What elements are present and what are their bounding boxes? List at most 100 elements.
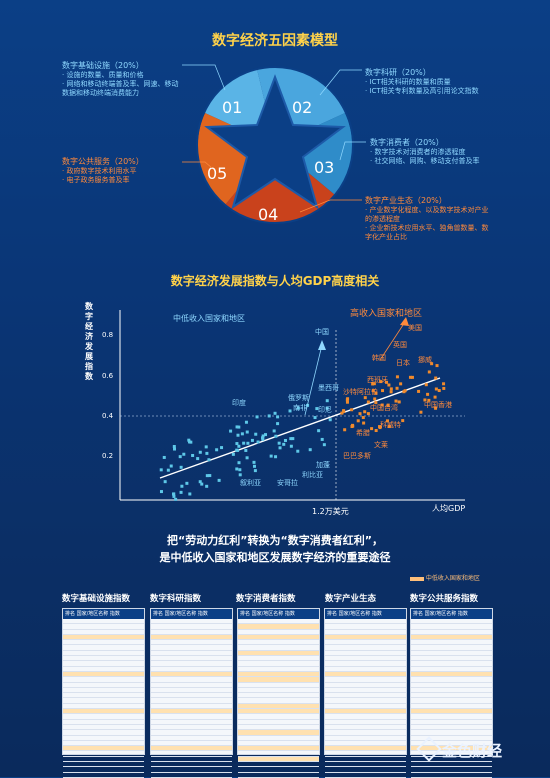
arrow-middle — [304, 344, 323, 416]
table-row — [63, 619, 144, 625]
table-row — [325, 645, 406, 651]
point-high-income — [379, 380, 383, 384]
table-row — [411, 671, 492, 678]
point-high-income — [399, 382, 403, 386]
table-row — [63, 757, 144, 763]
point-middle-income — [254, 432, 258, 436]
point-middle-income — [235, 467, 239, 471]
point-high-income — [371, 389, 375, 393]
country-korea: 韩国 — [372, 354, 386, 362]
connector-lines — [182, 64, 366, 213]
point-middle-income — [313, 416, 317, 420]
point-high-income — [374, 401, 378, 405]
table-row — [151, 714, 232, 720]
table-row — [63, 746, 144, 752]
factor-05: 数字公共服务（20%） · 政府数字技术利用水平 · 电子政务服务普及率 — [62, 156, 182, 185]
table-row — [151, 656, 232, 662]
table-row — [325, 671, 406, 678]
point-high-income — [437, 389, 441, 393]
table-row — [238, 741, 319, 747]
segment-04 — [225, 145, 335, 224]
table-row — [411, 698, 492, 704]
country-china: 中国 — [315, 328, 329, 336]
table-row — [151, 709, 232, 715]
five-factor-wheel — [196, 66, 354, 224]
point-middle-income — [250, 438, 254, 442]
point-high-income — [419, 410, 423, 414]
table-row — [238, 756, 319, 763]
point-high-income — [389, 387, 393, 391]
point-high-income — [346, 397, 350, 401]
factor-05-bullet-1: · 政府数字技术利用水平 — [62, 167, 137, 175]
table-legend: 中低收入国家和地区 — [410, 573, 480, 582]
y-axis-label: 数字经济发展指数 — [85, 302, 93, 381]
factor-01: 数字基础设施（20%） · 设施的数量、质量和价格 · 网络和移动终端普及率、网… — [62, 60, 182, 98]
table-row — [151, 640, 232, 646]
table-row — [325, 667, 406, 672]
table-row — [151, 704, 232, 710]
point-middle-income — [255, 415, 259, 419]
table-row — [411, 651, 492, 657]
point-high-income — [372, 382, 376, 386]
table-row — [238, 767, 319, 773]
country-kuwait: 科威特 — [380, 421, 401, 429]
point-high-income — [387, 383, 391, 387]
table-row — [411, 645, 492, 651]
factor-03-bullet-1: · 数字技术对消费者的渗透程度 — [370, 148, 466, 156]
table-row — [325, 619, 406, 625]
table-panel-2: 排名 国家/地区名称 指数 — [150, 608, 233, 778]
country-saudi: 沙特阿拉伯 — [343, 388, 378, 396]
point-middle-income — [235, 442, 239, 446]
point-high-income — [389, 390, 393, 394]
table-row — [325, 725, 406, 731]
point-middle-income — [182, 452, 186, 456]
segment-num-03: 03 — [314, 158, 335, 177]
segment-num-02: 02 — [292, 98, 313, 117]
point-high-income — [426, 392, 430, 396]
point-middle-income — [172, 492, 176, 496]
point-middle-income — [264, 433, 268, 437]
table-row — [238, 709, 319, 715]
table-row — [325, 767, 406, 773]
watermark-logo-icon — [416, 736, 442, 762]
table-row — [325, 730, 406, 736]
table-row — [151, 677, 232, 683]
table-row — [63, 736, 144, 741]
country-uk: 英国 — [393, 341, 407, 349]
scatter-title: 数字经济发展指数与人均GDP高度相关 — [170, 274, 380, 288]
point-high-income — [417, 389, 421, 393]
point-middle-income — [289, 444, 293, 448]
point-middle-income — [261, 434, 265, 438]
table-row — [411, 704, 492, 710]
table-row — [325, 757, 406, 763]
point-middle-income — [261, 437, 265, 441]
factor-05-bullet-2: · 电子政务服务普及率 — [62, 176, 130, 184]
point-middle-income — [291, 437, 295, 441]
point-high-income — [358, 412, 362, 416]
table-row — [63, 698, 144, 704]
point-middle-income — [252, 460, 256, 464]
point-middle-income — [322, 443, 326, 447]
table-panel-5: 排名 国家/地区名称 指数 — [410, 608, 493, 778]
table-row — [63, 671, 144, 678]
table-row — [325, 683, 406, 688]
point-middle-income — [187, 438, 191, 442]
table-row — [151, 688, 232, 694]
table-row — [411, 619, 492, 625]
table-row — [325, 677, 406, 683]
point-middle-income — [231, 452, 235, 456]
factor-04-bullet-1: · 产业数字化程度、以及数字技术对产业的渗透程度 — [365, 206, 489, 223]
point-middle-income — [325, 399, 329, 403]
point-middle-income — [185, 481, 189, 485]
table-row — [238, 677, 319, 683]
table-row — [325, 661, 406, 667]
point-middle-income — [179, 465, 183, 469]
table-row — [151, 634, 232, 641]
table-row — [151, 773, 232, 778]
table-row — [63, 704, 144, 710]
table-row — [411, 683, 492, 688]
table-row — [151, 645, 232, 651]
table-row — [411, 677, 492, 683]
factor-02-heading: 数字科研（20%） — [365, 68, 431, 77]
table-header-1: 排名 国家/地区名称 指数 — [63, 609, 144, 619]
